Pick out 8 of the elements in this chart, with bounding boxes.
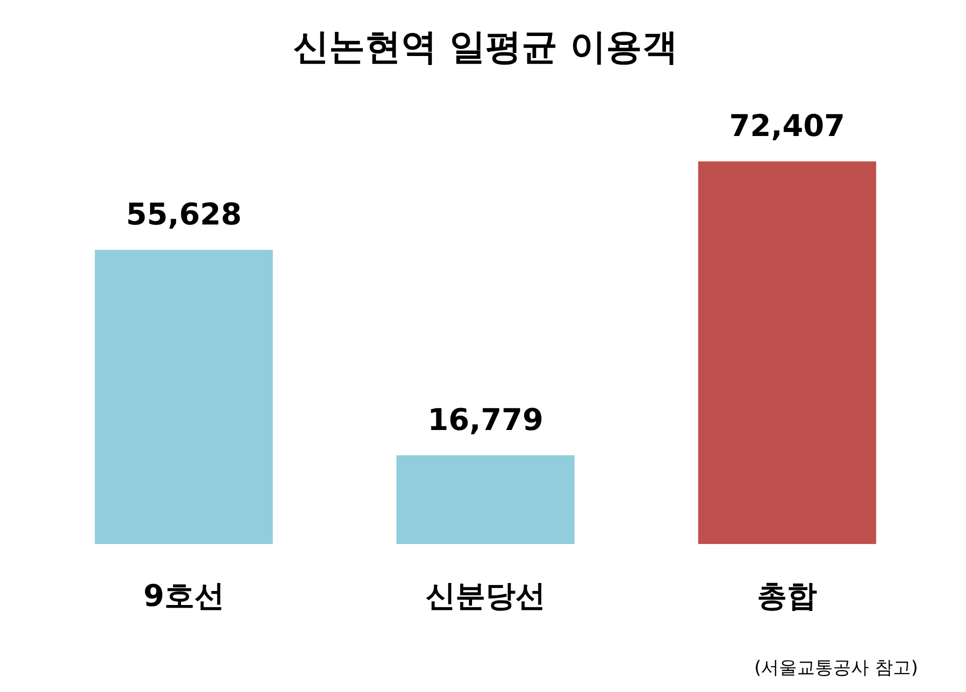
chart-title: 신논현역 일평균 이용객 <box>292 26 678 68</box>
x-tick-label: 신분당선 <box>426 578 546 614</box>
text: (서울교통공사 참고) <box>754 658 918 679</box>
x-tick-label: 9호선 <box>143 578 224 614</box>
data-label: 72,407 <box>729 108 846 144</box>
data-label: 55,628 <box>126 198 242 233</box>
data-label: 16,779 <box>428 403 544 438</box>
x-tick-label: 총합 <box>757 578 818 614</box>
